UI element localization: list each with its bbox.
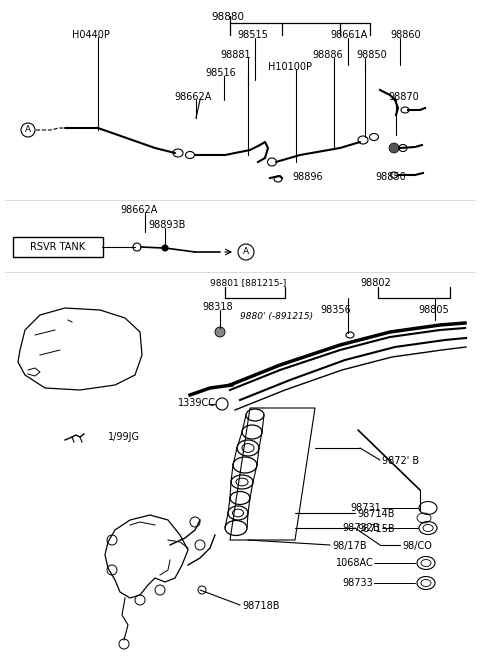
Text: 98732B: 98732B [342,523,380,533]
Text: 98805: 98805 [418,305,449,315]
Text: H0440P: H0440P [72,30,110,40]
Text: 98886: 98886 [312,50,343,60]
Text: 98850: 98850 [375,172,406,182]
Text: 1068AC: 1068AC [336,558,374,568]
Text: 98715B: 98715B [357,524,395,534]
Text: 98880: 98880 [212,12,244,22]
Text: 98731: 98731 [350,503,381,513]
Text: 98/17B: 98/17B [332,541,367,551]
Text: A: A [243,248,249,256]
Text: 98896: 98896 [292,172,323,182]
Text: 1339CC: 1339CC [178,398,216,408]
Text: 98714B: 98714B [357,509,395,519]
Circle shape [162,245,168,251]
Text: 98661A: 98661A [330,30,367,40]
Text: 9880' (-891215): 9880' (-891215) [240,312,313,321]
Text: 98662A: 98662A [174,92,211,102]
Text: 98318: 98318 [202,302,233,312]
Text: RSVR TANK: RSVR TANK [30,242,85,252]
Text: 98881: 98881 [220,50,251,60]
Text: 98516: 98516 [205,68,236,78]
Text: 98356: 98356 [320,305,351,315]
Text: 98718B: 98718B [242,601,279,611]
Text: 98850: 98850 [356,50,387,60]
Text: 98662A: 98662A [120,205,157,215]
Text: 98893B: 98893B [148,220,185,230]
Circle shape [389,143,399,153]
Circle shape [215,327,225,337]
Text: 98860: 98860 [390,30,420,40]
Text: 98733: 98733 [342,578,373,588]
Text: H10100P: H10100P [268,62,312,72]
Text: 98/CO: 98/CO [402,541,432,551]
Text: A: A [25,125,31,135]
Text: 1/99JG: 1/99JG [108,432,140,442]
Text: 98515: 98515 [237,30,268,40]
Text: 98802: 98802 [360,278,391,288]
Text: 9872' B: 9872' B [382,456,419,466]
Text: 98801 [881215-]: 98801 [881215-] [210,278,286,287]
Text: 98870: 98870 [388,92,419,102]
